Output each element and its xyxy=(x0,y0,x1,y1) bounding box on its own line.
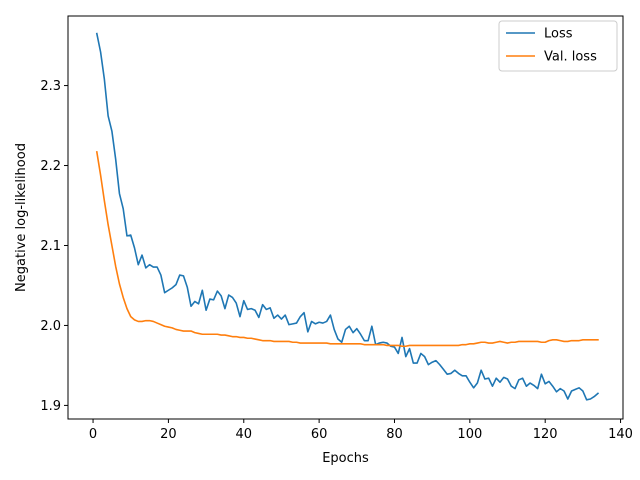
x-tick-label: 20 xyxy=(160,427,177,442)
y-axis-title: Negative log-likelihood xyxy=(14,143,29,292)
x-axis-title: Epochs xyxy=(322,451,369,466)
x-tick-label: 60 xyxy=(311,427,328,442)
x-tick-label: 120 xyxy=(533,427,558,442)
x-tick-label: 100 xyxy=(457,427,482,442)
legend: Loss Val. loss xyxy=(498,20,618,72)
plot-area-background xyxy=(68,16,623,419)
y-tick-label: 2.1 xyxy=(40,239,61,254)
y-axis: 1.9 2.0 2.1 2.2 2.3 xyxy=(40,79,68,414)
y-tick-label: 1.9 xyxy=(40,399,61,414)
series-layer xyxy=(95,32,600,401)
legend-label-loss: Loss xyxy=(544,27,573,42)
y-tick-label: 2.0 xyxy=(40,319,61,334)
legend-label-val-loss: Val. loss xyxy=(544,50,597,65)
y-tick-label: 2.3 xyxy=(40,79,61,94)
x-tick-label: 40 xyxy=(235,427,252,442)
x-tick-label: 0 xyxy=(89,427,97,442)
x-tick-label: 80 xyxy=(386,427,403,442)
series-line-loss xyxy=(95,32,600,401)
x-tick-label: 140 xyxy=(608,427,633,442)
plot-area-frame xyxy=(67,15,624,420)
y-tick-label: 2.2 xyxy=(40,159,61,174)
series-line-val-loss xyxy=(95,151,599,348)
x-axis: 0 20 40 60 80 100 120 140 xyxy=(89,419,633,442)
